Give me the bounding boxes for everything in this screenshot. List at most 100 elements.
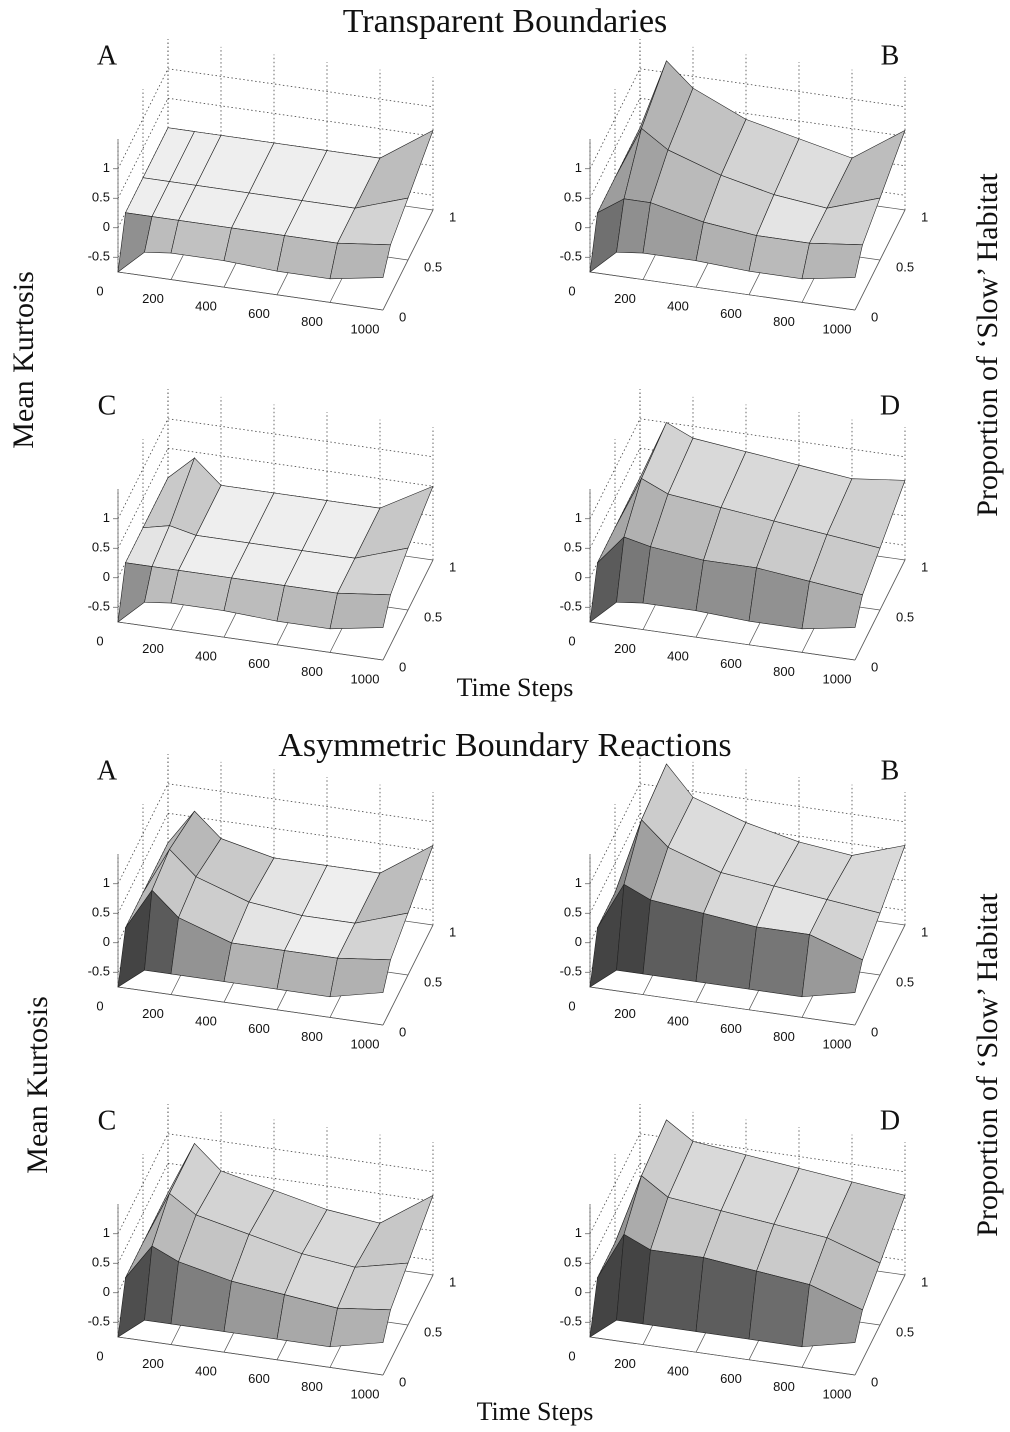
grid-line bbox=[117, 1133, 169, 1234]
x-tick-label: 200 bbox=[614, 641, 636, 656]
z-tick-label: 1 bbox=[103, 510, 110, 525]
surface-cell bbox=[748, 1270, 810, 1348]
x-tick-label: 200 bbox=[142, 291, 164, 306]
surface-cell bbox=[170, 570, 232, 611]
surface-cell bbox=[801, 934, 863, 998]
axis-line bbox=[589, 1336, 856, 1376]
grid-line bbox=[589, 783, 641, 884]
x-tick-label: 200 bbox=[614, 1006, 636, 1021]
grid-line bbox=[639, 418, 906, 458]
x-tick-label: 400 bbox=[667, 299, 689, 314]
x-tick-label: 800 bbox=[773, 314, 795, 329]
x-tick-label: 800 bbox=[773, 664, 795, 679]
panel-label: C bbox=[98, 1105, 117, 1136]
x-tick-label: 1000 bbox=[351, 671, 380, 686]
z-tick-label: 0.5 bbox=[564, 540, 582, 555]
x-tick-label: 800 bbox=[301, 1029, 323, 1044]
y-tick-label: 0.5 bbox=[896, 259, 914, 274]
surface-cell bbox=[329, 242, 391, 280]
y-tick-label: 0.5 bbox=[424, 609, 442, 624]
z-tick-label: -0.5 bbox=[560, 1314, 582, 1329]
y-tick-label: 0 bbox=[871, 1024, 878, 1039]
surface-cell bbox=[117, 889, 153, 988]
axis-line bbox=[382, 209, 434, 311]
grid-line bbox=[167, 783, 434, 823]
x-tick-label: 600 bbox=[248, 1371, 270, 1386]
axis-line bbox=[854, 1274, 906, 1376]
z-tick-label: -0.5 bbox=[560, 599, 582, 614]
x-tick-label: 400 bbox=[195, 299, 217, 314]
z-tick-label: 1 bbox=[103, 1225, 110, 1240]
y-tick-label: 0 bbox=[871, 309, 878, 324]
z-tick-label: 0.5 bbox=[92, 905, 110, 920]
axis-line bbox=[382, 924, 434, 1026]
axis-line bbox=[854, 209, 906, 311]
x-tick-label: 200 bbox=[142, 1006, 164, 1021]
surface-cell bbox=[801, 242, 863, 280]
x-tick-label: 1000 bbox=[823, 1386, 852, 1401]
z-tick-label: -0.5 bbox=[88, 599, 110, 614]
y-tick-label: 1 bbox=[449, 924, 456, 939]
x-tick-label: 200 bbox=[614, 291, 636, 306]
panel-label: C bbox=[98, 390, 117, 421]
x-axis-label: Time Steps bbox=[457, 673, 574, 702]
y-tick-label: 0.5 bbox=[424, 974, 442, 989]
surface-cell bbox=[170, 220, 232, 261]
x-tick-label: 600 bbox=[720, 1021, 742, 1036]
x-tick-label: 800 bbox=[301, 664, 323, 679]
y-tick-label: 0 bbox=[399, 1374, 406, 1389]
x-tick-label: 400 bbox=[195, 1364, 217, 1379]
grid-line bbox=[589, 418, 641, 519]
x-tick-label: 0 bbox=[96, 1348, 103, 1363]
x-tick-label: 800 bbox=[773, 1379, 795, 1394]
x-tick-label: 200 bbox=[614, 1356, 636, 1371]
y-tick-label: 0 bbox=[399, 309, 406, 324]
z-tick-label: -0.5 bbox=[88, 964, 110, 979]
surface-cell bbox=[276, 585, 338, 630]
grid-line bbox=[589, 448, 641, 549]
surface-cell bbox=[801, 580, 863, 630]
y-tick-label: 1 bbox=[921, 1274, 928, 1289]
axis-line bbox=[854, 924, 906, 1026]
x-tick-label: 1000 bbox=[351, 1386, 380, 1401]
x-tick-label: 200 bbox=[142, 1356, 164, 1371]
grid-line bbox=[117, 783, 169, 884]
x-tick-label: 1000 bbox=[823, 1036, 852, 1051]
x-tick-label: 0 bbox=[568, 633, 575, 648]
x-tick-label: 600 bbox=[720, 1371, 742, 1386]
x-tick-label: 600 bbox=[248, 306, 270, 321]
surface-cell bbox=[329, 957, 391, 998]
x-tick-label: 0 bbox=[568, 1348, 575, 1363]
surface-cell bbox=[223, 227, 285, 272]
x-tick-label: 600 bbox=[248, 656, 270, 671]
y-tick-label: 1 bbox=[449, 559, 456, 574]
grid-line bbox=[589, 1163, 641, 1264]
y-tick-label: 0.5 bbox=[896, 609, 914, 624]
grid-line bbox=[589, 813, 641, 914]
surface-cell bbox=[748, 926, 810, 998]
grid-line bbox=[117, 98, 169, 199]
panel-label: D bbox=[880, 1105, 900, 1136]
z-tick-label: 0.5 bbox=[564, 905, 582, 920]
z-tick-label: 0.5 bbox=[564, 1255, 582, 1270]
x-tick-label: 600 bbox=[248, 1021, 270, 1036]
x-tick-label: 400 bbox=[667, 1364, 689, 1379]
z-tick-label: 1 bbox=[575, 160, 582, 175]
x-tick-label: 800 bbox=[773, 1029, 795, 1044]
z-tick-label: 0 bbox=[575, 569, 582, 584]
z-tick-label: 0.5 bbox=[564, 190, 582, 205]
y-tick-label: 0.5 bbox=[424, 1324, 442, 1339]
x-tick-label: 0 bbox=[568, 998, 575, 1013]
axis-line bbox=[589, 271, 856, 311]
x-tick-label: 400 bbox=[195, 649, 217, 664]
z-tick-label: 0.5 bbox=[92, 190, 110, 205]
surface-cell bbox=[223, 942, 285, 990]
surface-cell bbox=[589, 884, 625, 988]
grid-line bbox=[117, 418, 169, 519]
surface-cell bbox=[589, 1234, 625, 1338]
grid-line bbox=[117, 68, 169, 169]
z-axis-label: Mean Kurtosis bbox=[21, 996, 54, 1173]
y-tick-label: 1 bbox=[449, 1274, 456, 1289]
axis-line bbox=[117, 621, 384, 661]
